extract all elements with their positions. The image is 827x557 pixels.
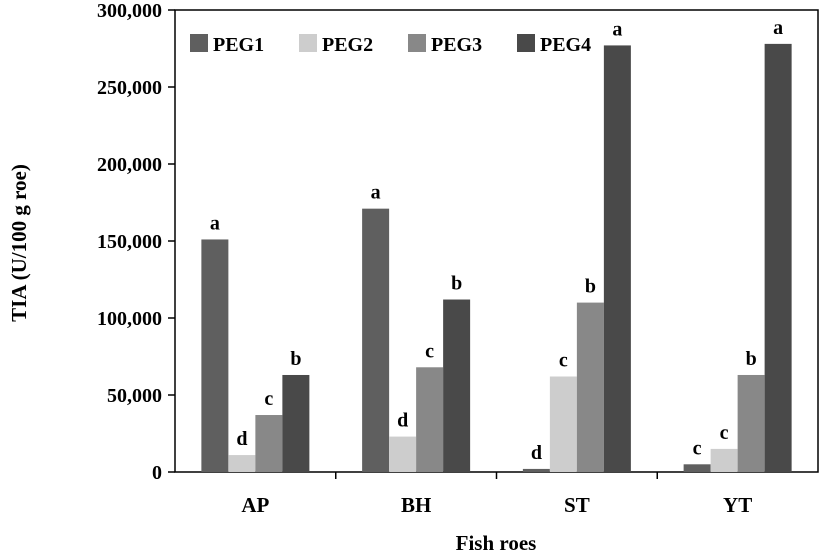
y-tick-label: 50,000	[107, 385, 162, 407]
legend-item: PEG4	[517, 34, 591, 56]
bar	[603, 45, 631, 473]
legend-label: PEG3	[431, 34, 482, 56]
legend-swatch	[299, 34, 317, 52]
y-axis-ticks: 0 50,000 100,000 150,000 200,000 250,000 300,0…	[97, 0, 175, 484]
bar-significance-label: b	[451, 273, 462, 295]
bar-significance-label: a	[612, 18, 622, 40]
legend-label: PEG1	[213, 34, 264, 56]
bar	[362, 208, 390, 472]
y-tick-label: 150,000	[97, 231, 162, 253]
legend-swatch	[408, 34, 426, 52]
bar	[443, 299, 471, 472]
bar-significance-label: c	[693, 437, 702, 459]
bar	[683, 464, 711, 472]
bar	[416, 367, 444, 472]
bar-significance-label: b	[585, 276, 596, 298]
x-tick-label: YT	[723, 493, 752, 517]
x-tick-label: BH	[401, 493, 431, 517]
y-tick-label: 200,000	[97, 154, 162, 176]
x-tick-label: ST	[564, 493, 590, 517]
bar	[228, 455, 256, 472]
bar-significance-label: c	[264, 388, 273, 410]
bar	[282, 374, 310, 472]
bar	[737, 374, 765, 472]
legend-swatch	[517, 34, 535, 52]
legend-swatch	[190, 34, 208, 52]
x-tick-label: AP	[241, 493, 269, 517]
bar	[201, 239, 229, 472]
bar	[389, 436, 417, 472]
bar	[764, 43, 792, 472]
bar-significance-label: d	[531, 442, 542, 464]
y-tick-label: 250,000	[97, 77, 162, 99]
x-axis-ticks: AP BH ST YT	[241, 472, 752, 517]
bar-significance-label: b	[290, 348, 301, 370]
x-axis-label: Fish roes	[456, 531, 537, 555]
legend-label: PEG2	[322, 34, 373, 56]
y-tick-label: 300,000	[97, 0, 162, 22]
bar-significance-label: d	[397, 410, 408, 432]
bar-significance-label: c	[559, 350, 568, 372]
bar	[255, 415, 283, 472]
legend-label: PEG4	[540, 34, 591, 56]
bar-significance-label: b	[746, 348, 757, 370]
bar-significance-label: d	[236, 428, 247, 450]
legend: PEG1 PEG2 PEG3 PEG4	[190, 34, 591, 56]
bars	[201, 43, 792, 473]
bar	[710, 448, 738, 472]
bar-significance-label: c	[425, 340, 434, 362]
y-axis-label: TIA (U/100 g roe)	[7, 164, 31, 322]
bar-significance-label: a	[371, 182, 381, 204]
y-tick-label: 100,000	[97, 308, 162, 330]
bar	[522, 468, 550, 472]
legend-item: PEG3	[408, 34, 482, 56]
bar	[549, 376, 577, 472]
bar-significance-label: c	[720, 422, 729, 444]
y-tick-label: 0	[152, 462, 162, 484]
bar-significance-label: a	[773, 17, 783, 39]
legend-item: PEG2	[299, 34, 373, 56]
bar-significance-label: a	[210, 212, 220, 234]
legend-item: PEG1	[190, 34, 264, 56]
bar	[576, 302, 604, 472]
